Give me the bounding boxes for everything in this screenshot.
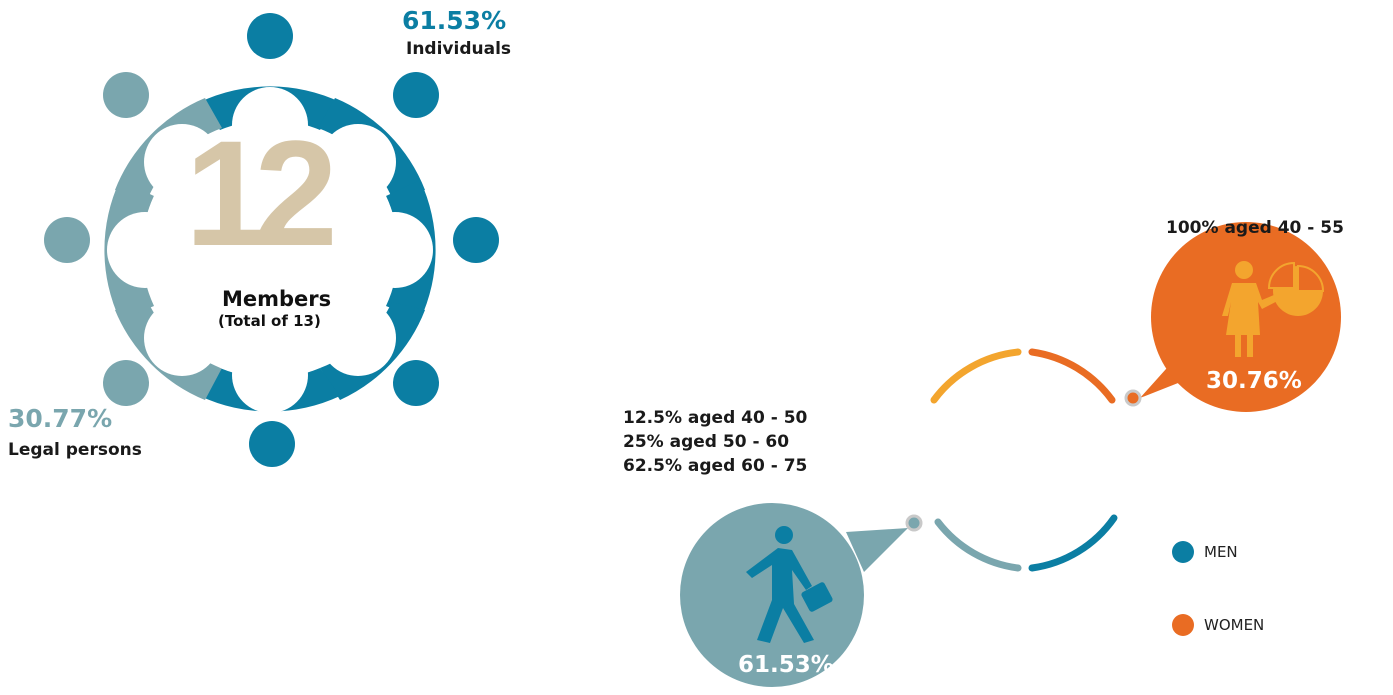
members-count: 12 bbox=[185, 109, 338, 277]
legend-women-label: WOMEN bbox=[1204, 616, 1265, 634]
pie-chart-icon bbox=[1267, 261, 1325, 316]
members-inner-disk bbox=[107, 87, 433, 413]
person-icon bbox=[247, 13, 293, 59]
men-age-line-3: 62.5% aged 60 - 75 bbox=[623, 456, 808, 476]
men-age-line-1: 12.5% aged 40 - 50 bbox=[623, 408, 808, 428]
members-table-graphic bbox=[44, 13, 499, 467]
person-icon bbox=[44, 217, 90, 263]
women-arc-orange bbox=[1028, 348, 1116, 404]
walking-man-briefcase-icon bbox=[746, 526, 833, 643]
individuals-label: Individuals bbox=[406, 39, 512, 59]
men-arc-blue bbox=[1028, 514, 1118, 572]
men-arc-teal bbox=[934, 518, 1022, 572]
women-age-breakdown: 100% aged 40 - 55 bbox=[1166, 218, 1344, 238]
person-icon bbox=[103, 72, 149, 118]
person-icon bbox=[393, 72, 439, 118]
women-pointer-dot bbox=[1124, 389, 1142, 407]
legal-persons-label: Legal persons bbox=[8, 440, 142, 460]
women-percentage: 30.76% bbox=[1206, 368, 1302, 394]
men-pointer-dot bbox=[905, 514, 923, 532]
gender-graphic bbox=[680, 222, 1341, 687]
person-icon bbox=[103, 360, 149, 406]
members-title: Members bbox=[222, 287, 332, 311]
person-icon bbox=[453, 217, 499, 263]
individuals-percentage: 61.53% bbox=[402, 6, 507, 35]
person-icon bbox=[249, 421, 295, 467]
person-icon bbox=[393, 360, 439, 406]
women-arc-amber bbox=[930, 348, 1022, 404]
legend-men-label: MEN bbox=[1204, 543, 1238, 561]
men-age-line-2: 25% aged 50 - 60 bbox=[623, 432, 790, 452]
member-heads bbox=[44, 13, 499, 467]
legend-men-swatch bbox=[1172, 541, 1194, 563]
members-subtitle: (Total of 13) bbox=[218, 312, 321, 330]
legal-persons-percentage: 30.77% bbox=[8, 404, 113, 433]
legend-women-swatch bbox=[1172, 614, 1194, 636]
men-percentage: 61.53% bbox=[738, 652, 834, 678]
